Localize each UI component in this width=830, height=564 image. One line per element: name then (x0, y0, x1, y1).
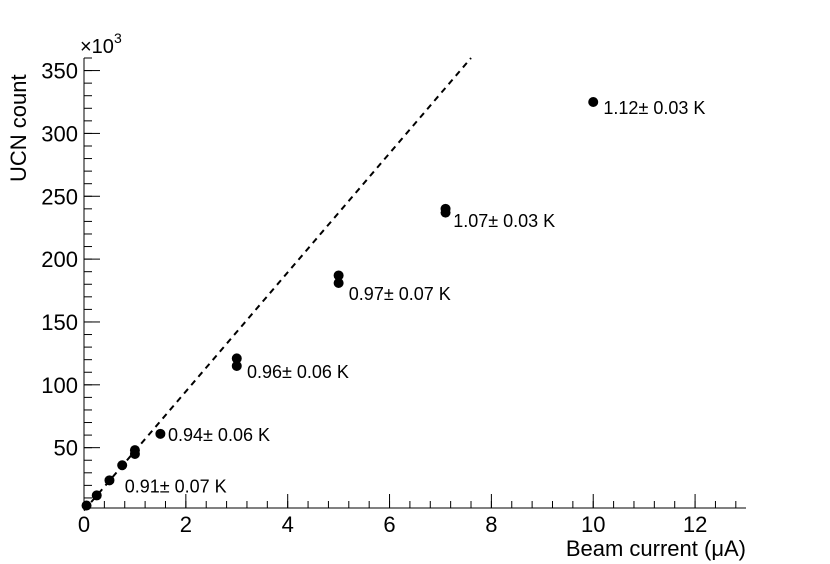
data-point (588, 96, 599, 107)
data-point (129, 445, 140, 456)
y-axis-multiplier-exponent: 3 (114, 30, 122, 46)
data-point (231, 360, 242, 371)
x-tick-label: 12 (683, 512, 707, 537)
x-tick-label: 4 (282, 512, 294, 537)
data-point (440, 203, 451, 214)
y-axis-title: UCN count (6, 74, 31, 182)
x-tick-label: 0 (78, 512, 90, 537)
x-tick-label: 2 (180, 512, 192, 537)
temperature-annotation: 0.97± 0.07 K (349, 284, 451, 304)
annotations: 0.91± 0.07 K 0.94± 0.06 K 0.96± 0.06 K 0.97… (125, 98, 706, 496)
y-tick-label: 50 (54, 436, 78, 461)
x-axis-title: Beam current (μA) (566, 536, 746, 561)
temperature-annotation: 1.12± 0.03 K (603, 98, 705, 118)
y-tick-label: 200 (41, 247, 78, 272)
temperature-annotation: 0.96± 0.06 K (247, 362, 349, 382)
temperature-annotation: 0.91± 0.07 K (125, 476, 227, 496)
data-point (104, 475, 115, 486)
y-axis-multiplier: ×103 (80, 30, 122, 58)
fit-line (83, 57, 472, 512)
temperature-annotation: 1.07± 0.03 K (453, 211, 555, 231)
x-tick-label: 10 (581, 512, 605, 537)
y-tick-label: 150 (41, 310, 78, 335)
y-tick-label: 350 (41, 59, 78, 84)
y-axis-multiplier-base: ×10 (80, 36, 114, 58)
data-point (91, 490, 102, 501)
y-tick-label: 250 (41, 184, 78, 209)
data-point (333, 270, 344, 281)
y-tick-label: 300 (41, 121, 78, 146)
data-points (81, 96, 599, 511)
fit-line-layer (83, 57, 472, 512)
data-point (155, 428, 166, 439)
y-tick-label: 100 (41, 373, 78, 398)
data-point (117, 460, 128, 471)
data-point (333, 278, 344, 288)
axes: 0 2 4 6 8 10 12 50 100 150 200 250 300 350 (41, 57, 746, 537)
data-point (81, 500, 92, 511)
x-tick-label: 8 (485, 512, 497, 537)
temperature-annotation: 0.94± 0.06 K (168, 425, 270, 445)
x-tick-label: 6 (383, 512, 395, 537)
data-point (231, 353, 242, 364)
